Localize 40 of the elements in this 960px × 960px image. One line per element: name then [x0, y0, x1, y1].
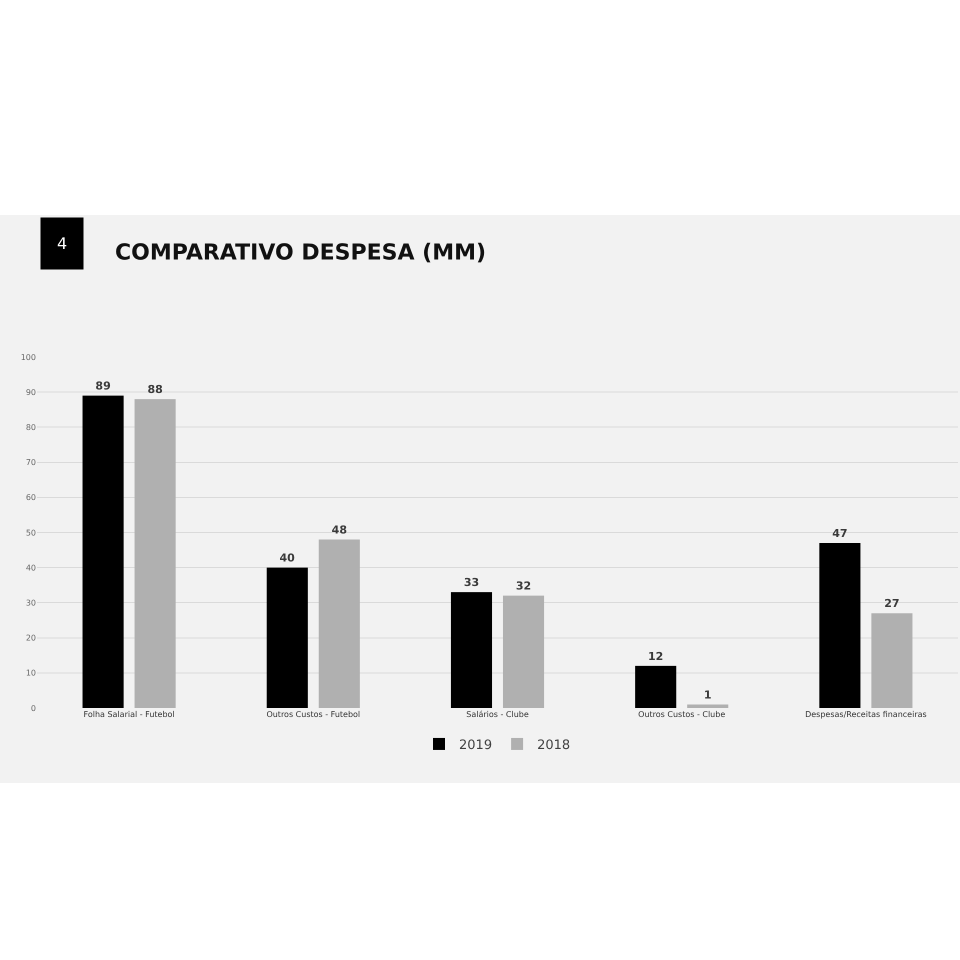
x-tick-label: Salários - Clube [466, 710, 529, 719]
data-label: 1 [704, 688, 712, 702]
y-tick-label: 10 [26, 668, 36, 678]
legend-label: 2018 [537, 738, 570, 754]
data-label: 12 [648, 650, 664, 663]
y-tick-label: 0 [30, 704, 36, 713]
y-tick-label: 20 [26, 634, 36, 643]
text: 4 [57, 234, 68, 253]
data-label: 47 [832, 527, 848, 540]
bar [450, 592, 492, 708]
data-label: 48 [332, 524, 347, 537]
y-tick-label: 50 [26, 528, 36, 538]
data-label: 40 [279, 552, 296, 565]
x-tick-label: Outros Custos - Futebol [266, 710, 360, 719]
y-tick-label: 100 [20, 352, 36, 362]
bar [502, 596, 544, 708]
y-tick-label: 70 [26, 458, 36, 468]
bar [819, 543, 860, 708]
chart-title: COMPARATIVO DESPESA (MM) [115, 240, 486, 266]
data-label: 33 [464, 576, 480, 590]
y-tick-label: 80 [26, 423, 36, 432]
x-tick-label: Despesas/Receitas financeiras [805, 710, 927, 719]
bar [871, 613, 912, 708]
x-tick-label: Folha Salarial - Futebol [84, 710, 175, 719]
data-label: 27 [884, 597, 900, 610]
bar [82, 396, 124, 708]
y-tick-label: 40 [26, 563, 36, 572]
bar [635, 666, 676, 708]
data-label: 32 [516, 580, 532, 593]
bar [266, 568, 308, 708]
legend-label: 2019 [459, 738, 492, 754]
bar [318, 540, 360, 708]
y-tick-label: 90 [26, 388, 36, 397]
data-label: 89 [95, 380, 111, 393]
bar [687, 704, 728, 708]
bar [134, 399, 176, 708]
y-tick-label: 30 [26, 598, 36, 608]
x-tick-label: Outros Custos - Clube [638, 710, 726, 719]
data-label: 88 [147, 383, 163, 396]
y-tick-label: 60 [26, 493, 36, 502]
